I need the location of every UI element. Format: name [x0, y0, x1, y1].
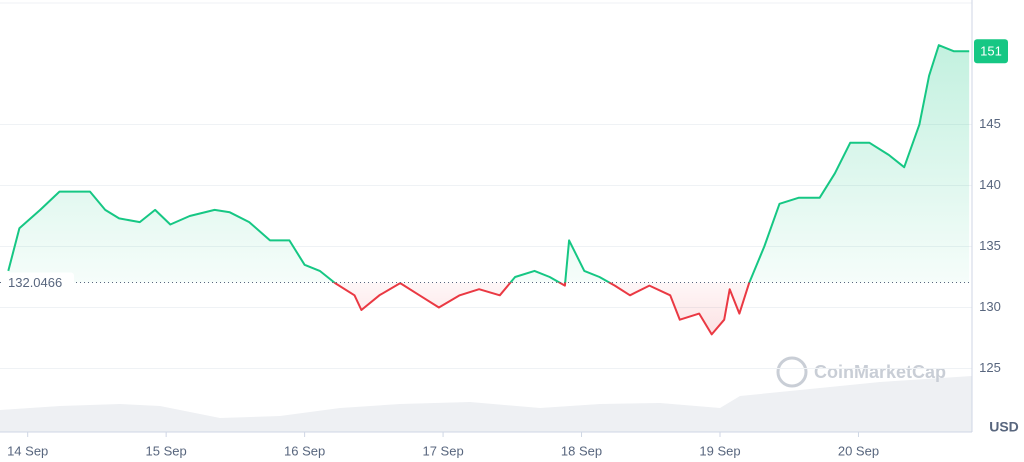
volume-area [0, 376, 972, 432]
x-tick-label: 16 Sep [284, 443, 325, 458]
watermark-logo [776, 356, 808, 388]
x-tick-label: 14 Sep [7, 443, 48, 458]
x-tick-label: 15 Sep [146, 443, 187, 458]
baseline-label-bg [2, 272, 74, 293]
y-axis-label: USD [989, 419, 1019, 435]
y-tick-label: 135 [979, 238, 1001, 253]
y-tick-label: 130 [979, 299, 1001, 314]
x-tick-label: 20 Sep [838, 443, 879, 458]
x-tick-label: 19 Sep [699, 443, 740, 458]
y-tick-label: 140 [979, 177, 1001, 192]
x-tick-label: 17 Sep [422, 443, 463, 458]
y-tick-label: 125 [979, 360, 1001, 375]
x-tick-label: 18 Sep [561, 443, 602, 458]
watermark: CoinMarketCap [776, 356, 946, 388]
y-tick-label: 145 [979, 116, 1001, 131]
watermark-text: CoinMarketCap [814, 362, 946, 382]
baseline-label: 132.0466 [8, 275, 62, 290]
price-area [8, 45, 970, 335]
last-price-label: 151 [980, 44, 1002, 59]
price-line [7, 44, 970, 336]
last-price-badge [974, 39, 1008, 64]
